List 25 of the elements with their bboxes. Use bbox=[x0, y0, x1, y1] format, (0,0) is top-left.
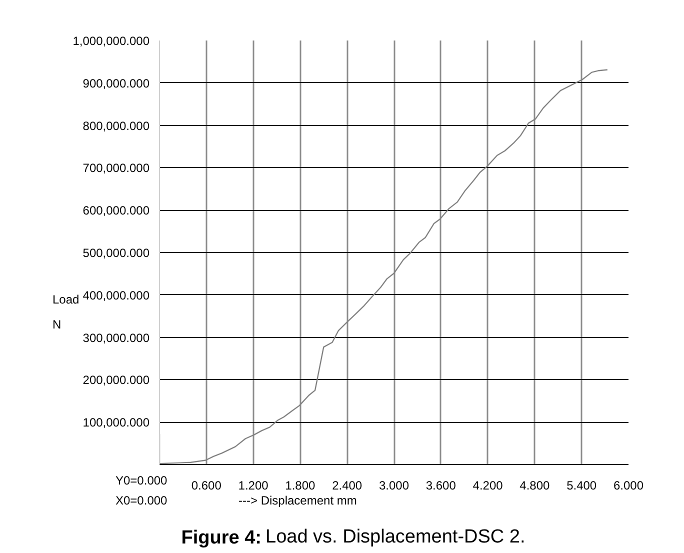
x-tick-label: 1.200 bbox=[238, 478, 269, 492]
x-axis-title: ---> Displacement mm bbox=[238, 494, 357, 508]
y-axis-title: Load N bbox=[52, 292, 80, 332]
chart-title: Figure 4: Load vs. Displacement-DSC 2. bbox=[181, 526, 526, 548]
y-tick-label: 900,000.000 bbox=[82, 76, 150, 90]
x-tick-label: 6.000 bbox=[613, 478, 644, 492]
y-tick-label: 700,000.000 bbox=[82, 161, 150, 176]
x-tick-label: 3.600 bbox=[426, 478, 456, 492]
y-tick-label: 800,000.000 bbox=[82, 118, 150, 133]
y-tick-label: 200,000.000 bbox=[82, 373, 150, 388]
y-tick-label: 400,000.000 bbox=[82, 288, 150, 302]
x-tick-label: 5.400 bbox=[566, 478, 597, 492]
y-tick-label: 1,000,000.000 bbox=[72, 34, 150, 48]
y-tick-label: 300,000.000 bbox=[82, 330, 150, 345]
y-tick-label: 500,000.000 bbox=[82, 246, 150, 260]
x-tick-label: 0.600 bbox=[191, 478, 222, 492]
text: Y0=0.000 bbox=[116, 474, 168, 488]
x-tick-label: 3.000 bbox=[378, 478, 410, 492]
x-tick-label: 4.800 bbox=[520, 478, 550, 492]
y-tick-label: 600,000.000 bbox=[82, 204, 150, 218]
y-tick-label: 100,000.000 bbox=[82, 416, 150, 430]
text: X0=0.000 bbox=[116, 494, 168, 508]
x-tick-label: 4.200 bbox=[472, 478, 504, 492]
x-tick-label: 2.400 bbox=[332, 478, 362, 492]
x-tick-label: 1.800 bbox=[285, 478, 316, 492]
